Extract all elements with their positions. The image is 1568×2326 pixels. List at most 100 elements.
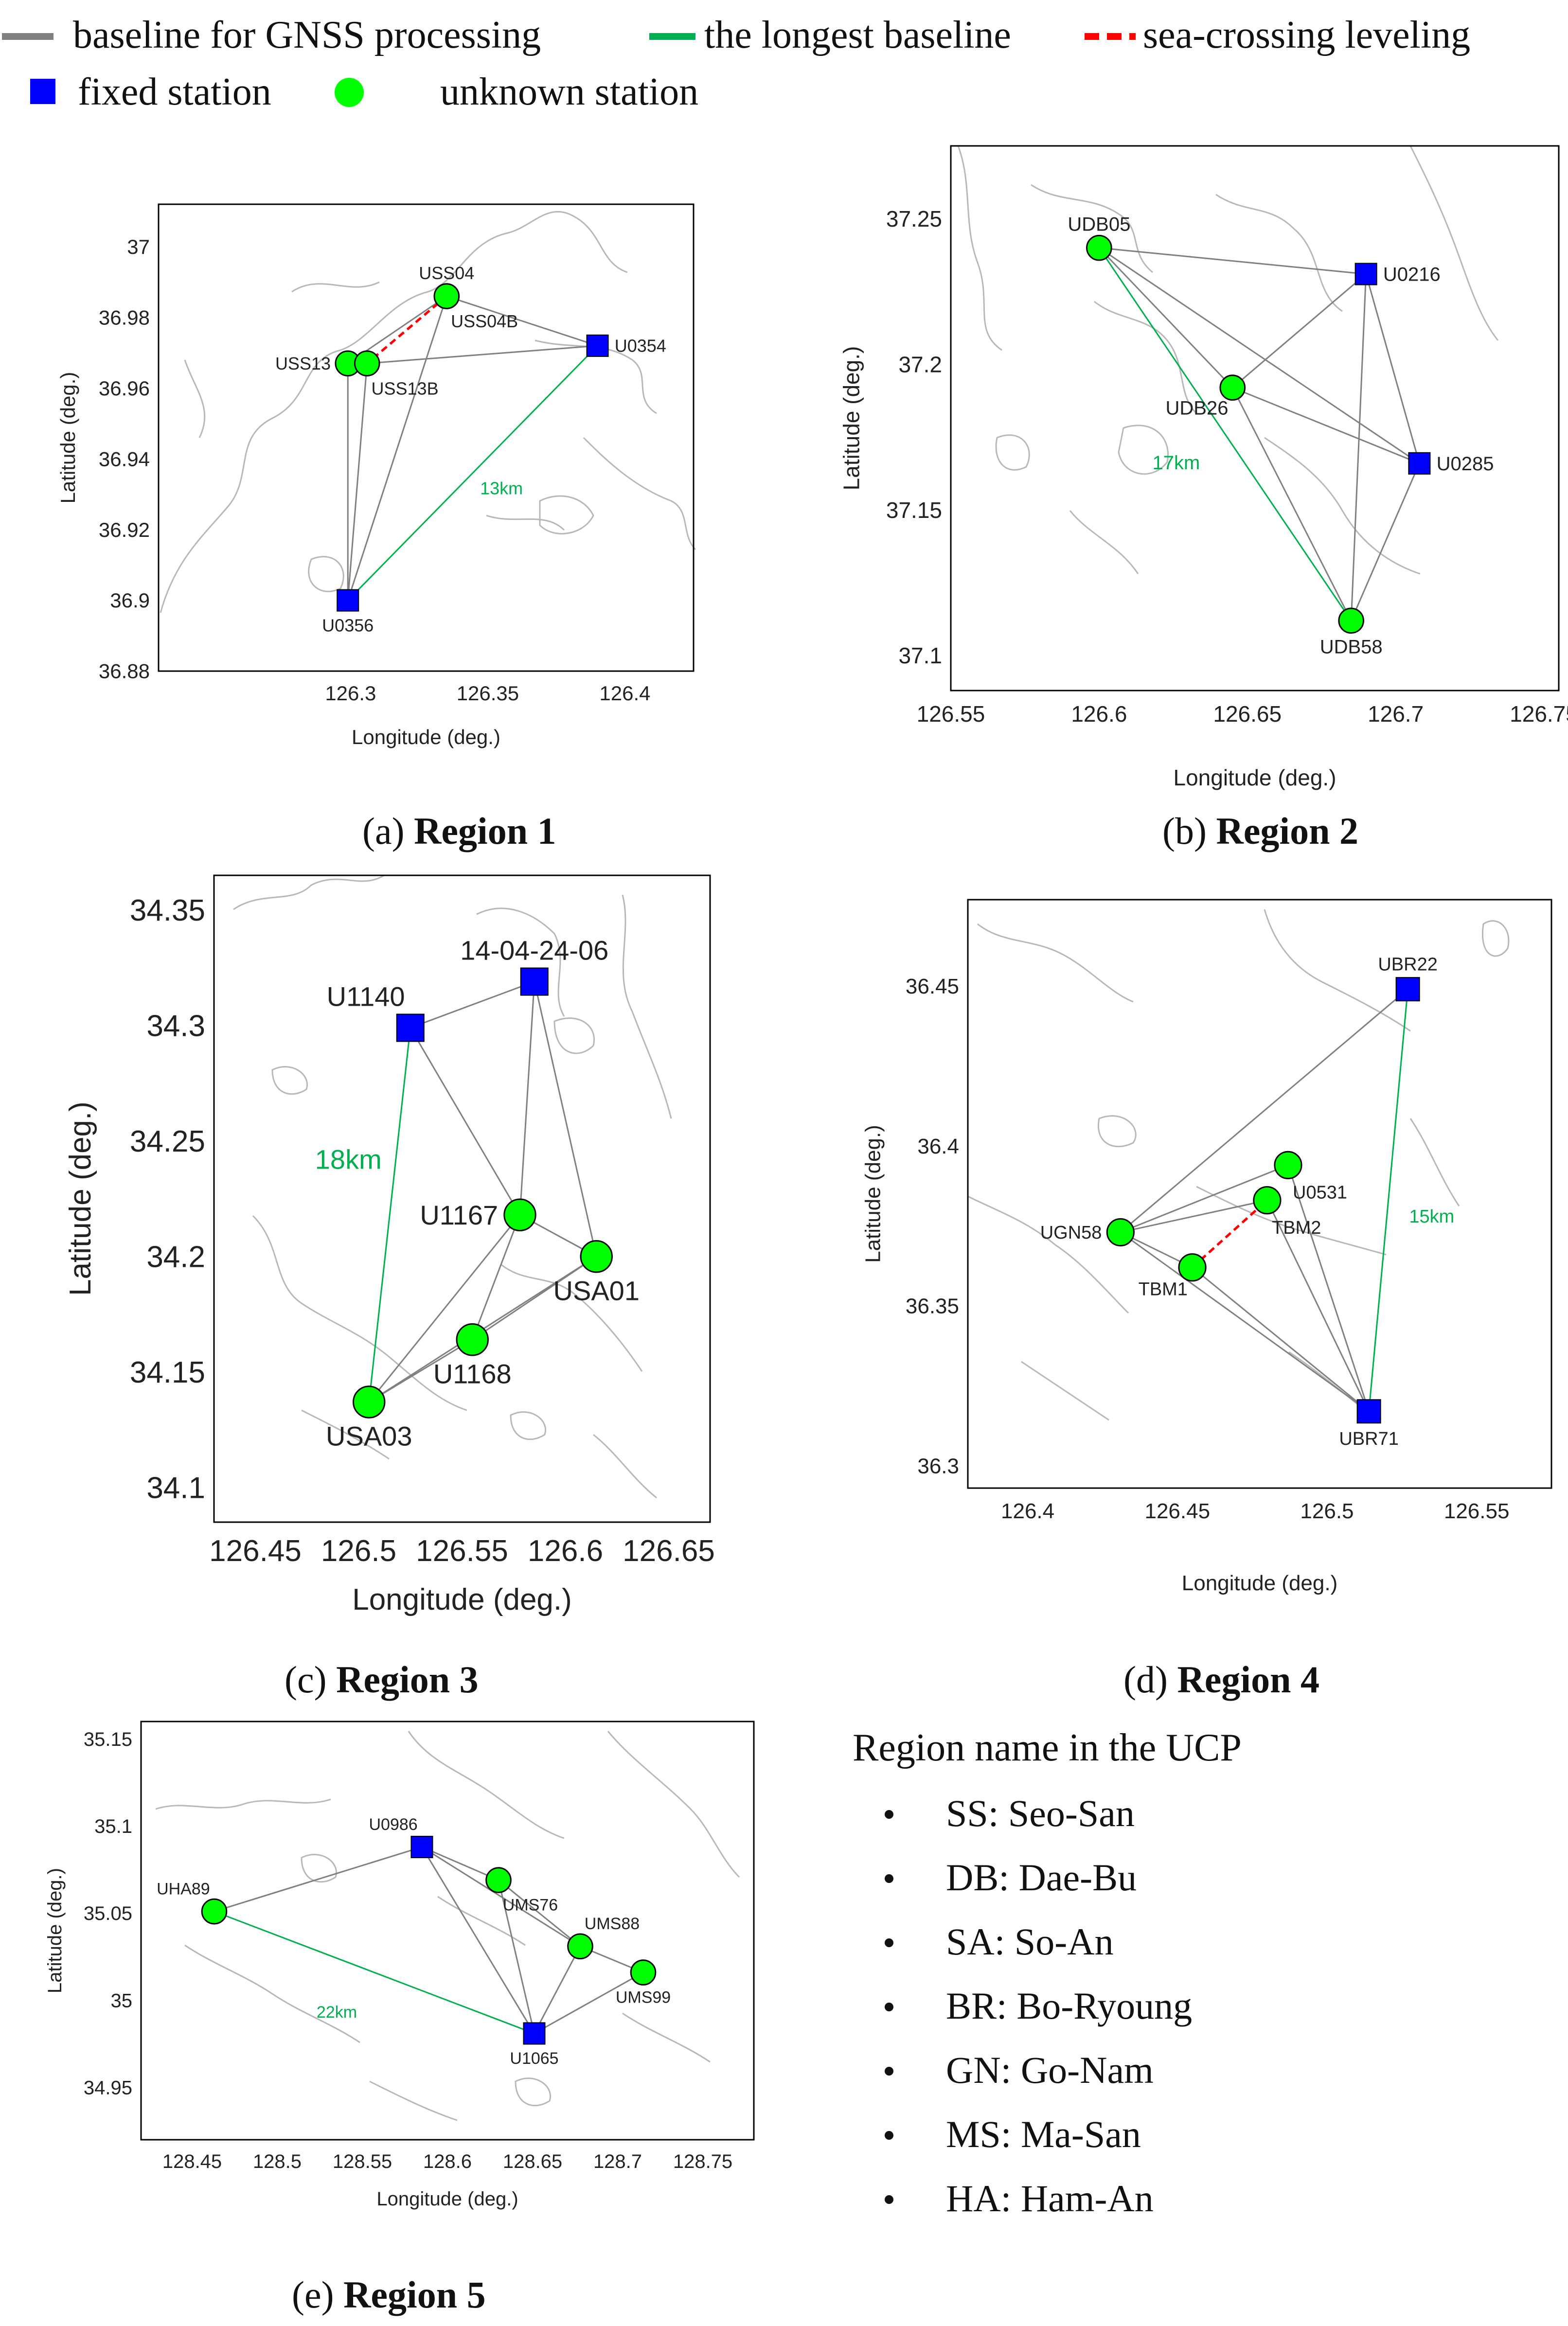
bullet-icon (885, 1874, 893, 1883)
gnss-baseline (1350, 274, 1367, 621)
longest-baseline-length: 17km (1153, 452, 1200, 474)
legend-sea-label: sea-crossing leveling (1143, 14, 1470, 56)
y-axis-title: Latitude (deg.) (44, 1868, 66, 1993)
gnss-baseline (368, 1214, 521, 1403)
y-axis-title: Latitude (deg.) (861, 1125, 885, 1263)
region-name-item: DB: Dae-Bu (946, 1856, 1137, 1899)
y-tick-label: 36.94 (99, 447, 150, 470)
fixed-station-marker (410, 1836, 433, 1858)
gnss-baseline (1099, 247, 1420, 464)
longest-baseline (347, 345, 598, 601)
legend-unknown-swatch (335, 78, 364, 107)
x-tick-label: 128.6 (423, 2151, 472, 2172)
longest-baseline (1098, 247, 1352, 621)
y-tick-label: 34.2 (146, 1240, 205, 1274)
station-label: U0531 (1293, 1183, 1347, 1203)
x-tick-label: 126.45 (1144, 1499, 1210, 1523)
panel-caption-letter: (a) (362, 810, 414, 852)
gnss-baseline (421, 1846, 499, 1881)
coastline (271, 1017, 595, 1440)
unknown-station-marker (567, 1933, 593, 1960)
unknown-station-marker (1338, 607, 1364, 634)
longest-baseline-length: 15km (1409, 1207, 1454, 1227)
gnss-baseline (1192, 1267, 1370, 1412)
x-tick-label: 126.3 (325, 682, 376, 705)
y-tick-label: 36.35 (906, 1295, 959, 1318)
coastline (1098, 920, 1510, 1148)
x-axis-title: Longitude (deg.) (352, 1583, 572, 1616)
coastline (957, 145, 1499, 575)
x-tick-label: 126.5 (1300, 1499, 1354, 1523)
panel-caption-letter: (b) (1162, 810, 1216, 852)
coastline (233, 874, 672, 1499)
gnss-baseline (347, 296, 447, 601)
y-tick-label: 36.9 (110, 589, 150, 612)
gnss-baseline (1232, 387, 1420, 464)
y-tick-label: 35.05 (84, 1903, 132, 1924)
gnss-baseline (1120, 988, 1408, 1233)
gnss-baseline (446, 295, 598, 347)
bullet-icon (885, 2003, 893, 2011)
y-tick-label: 35.15 (84, 1729, 132, 1750)
gnss-baseline (534, 1946, 581, 2034)
station-label: USS13 (275, 354, 331, 373)
legend-longest-label: the longest baseline (704, 14, 1011, 56)
x-tick-label: 128.5 (253, 2151, 302, 2172)
unknown-station-marker (1274, 1151, 1302, 1179)
station-label: USA01 (553, 1275, 640, 1306)
gnss-baseline (410, 1027, 521, 1216)
coastline (301, 1854, 551, 2107)
fixed-station-marker (1395, 977, 1420, 1002)
bullet-icon (885, 2067, 893, 2076)
station-label: USS04B (451, 311, 518, 331)
longest-baseline-length: 22km (317, 2003, 357, 2022)
unknown-station-marker (354, 350, 380, 377)
x-tick-label: 126.65 (1213, 701, 1282, 727)
fixed-station-marker (523, 2022, 546, 2045)
chart-region-1: 126.3 126.35 126.4 36.88 36.9 36.92 36.94 36.96… (56, 203, 696, 852)
gnss-baseline (214, 1846, 422, 1913)
coastline (995, 425, 1169, 475)
x-tick-label: 126.55 (416, 1534, 508, 1568)
y-tick-label: 34.1 (146, 1471, 205, 1505)
region-names-title: Region name in the UCP (853, 1726, 1242, 1769)
x-tick-label: 126.4 (599, 682, 650, 705)
bullet-icon (885, 1938, 893, 1947)
station-label: UGN58 (1040, 1223, 1102, 1243)
station-label: U0986 (369, 1815, 417, 1834)
y-tick-label: 36.98 (99, 306, 150, 329)
unknown-station-marker (201, 1898, 228, 1925)
sea-crossing-leveling (1191, 1199, 1268, 1269)
unknown-station-marker (433, 283, 460, 309)
y-tick-label: 34.95 (84, 2077, 132, 2099)
bullet-icon (885, 1810, 893, 1819)
unknown-station-marker (1086, 234, 1112, 261)
longest-baseline (368, 1028, 411, 1403)
region-names-box: Region name in the UCP SS: Seo-San DB: Da… (853, 1726, 1242, 2219)
panel-caption: (d) Region 4 (1123, 1658, 1319, 1701)
station-label: TBM2 (1272, 1218, 1321, 1238)
x-tick-label: 126.75 (1510, 701, 1568, 727)
gnss-baseline (1232, 273, 1367, 389)
sea-crossing-leveling (366, 295, 447, 365)
station-label: UMS99 (616, 1988, 671, 2006)
station-label: 14-04-24-06 (460, 935, 608, 966)
gnss-baseline (1120, 1164, 1289, 1233)
gnss-baseline (1231, 387, 1352, 621)
station-label: U0356 (322, 616, 374, 636)
region-name-item: MS: Ma-San (946, 2113, 1141, 2155)
x-tick-label: 126.4 (1001, 1499, 1054, 1523)
panel-caption-title: Region 4 (1177, 1658, 1319, 1701)
fixed-station-marker (1408, 452, 1431, 475)
panel-caption-letter: (c) (285, 1658, 336, 1701)
panel-caption-letter: (e) (292, 2273, 343, 2316)
y-axis-title: Latitude (deg.) (56, 372, 79, 504)
station-label: U1065 (510, 2049, 558, 2068)
unknown-station-marker (1253, 1186, 1282, 1215)
y-tick-label: 37.15 (886, 497, 942, 523)
fixed-station-marker (396, 1013, 425, 1042)
bullet-icon (885, 2131, 893, 2140)
coastline (155, 1731, 740, 2121)
region-name-item: SA: So-An (946, 1920, 1114, 1963)
